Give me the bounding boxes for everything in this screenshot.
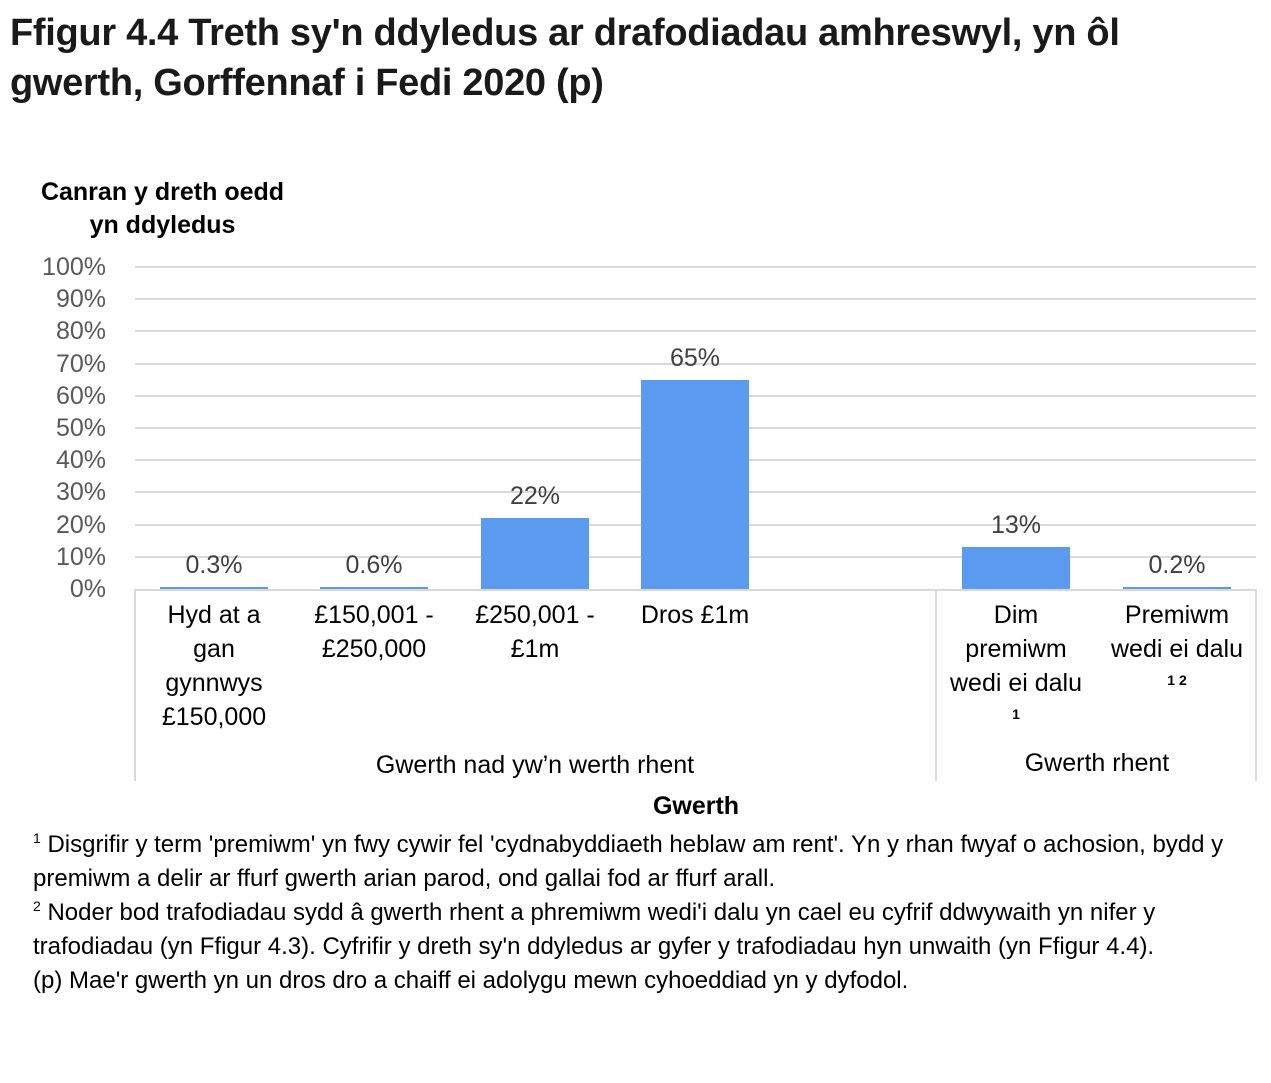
bar	[160, 587, 268, 589]
category-label-line: wedi ei dalu	[1110, 635, 1244, 663]
category-label: Premiwm wedi ei dalu 1 2	[1097, 598, 1257, 694]
category-label: £150,001 - £250,000	[294, 598, 454, 666]
data-label: 13%	[990, 511, 1042, 539]
category-label-line: Dim	[993, 601, 1039, 629]
bar	[320, 587, 428, 589]
y-tick-label: 50%	[55, 414, 106, 442]
gridline	[135, 363, 1256, 365]
y-tick-label: 20%	[55, 511, 106, 539]
category-label: Dros £1m	[615, 598, 775, 632]
data-label: 0.3%	[185, 551, 243, 579]
category-label-line: gan	[193, 635, 235, 663]
y-tick-label: 60%	[55, 382, 106, 410]
footnote-provisional: (p) Mae'r gwerth yn un dros dro a chaiff…	[33, 967, 909, 994]
bar	[962, 547, 1070, 589]
y-tick-label: 40%	[55, 446, 106, 474]
y-tick-label: 70%	[55, 350, 106, 378]
category-label: Hyd at a gan gynnwys £150,000	[134, 598, 294, 734]
data-label: 22%	[509, 482, 561, 510]
gridline	[135, 266, 1256, 268]
y-tick-label: 100%	[42, 253, 106, 281]
x-axis-line	[135, 589, 1256, 591]
x-axis-title: Gwerth	[652, 792, 740, 820]
category-label: Dim premiwm wedi ei dalu 1	[936, 598, 1096, 728]
footnote-reference: 1 2	[1167, 672, 1187, 688]
y-tick-label: 80%	[55, 317, 106, 345]
chart-title: Ffigur 4.4 Treth sy'n ddyledus ar drafod…	[10, 12, 1120, 104]
group-divider-middle	[935, 589, 937, 781]
y-tick-label: 0%	[69, 575, 106, 603]
category-label: £250,001 - £1m	[455, 598, 615, 666]
data-label: 0.2%	[1148, 551, 1206, 579]
footnote-reference: 1	[1012, 706, 1020, 722]
category-label-line: £150,001 -	[314, 601, 434, 629]
category-label-line: £150,000	[161, 703, 267, 731]
group-divider-right	[1255, 589, 1257, 781]
group-label-non-rent: Gwerth nad yw’n werth rhent	[375, 751, 695, 779]
footnote-1-text: Disgrifir y term 'premiwm' yn fwy cywir …	[33, 831, 1224, 892]
y-axis-title: Canran y dreth oedd yn ddyledus	[40, 178, 285, 239]
bar	[641, 380, 749, 589]
category-label-line: £250,001 -	[475, 601, 595, 629]
bar	[481, 518, 589, 589]
y-tick-label: 90%	[55, 285, 106, 313]
bar	[1123, 587, 1231, 589]
footnotes: 1 Disgrifir y term 'premiwm' yn fwy cywi…	[33, 828, 1253, 998]
data-label: 0.6%	[345, 551, 403, 579]
footnote-2: 2 Noder bod trafodiadau sydd â gwerth rh…	[33, 896, 1253, 964]
footnote-2-text: Noder bod trafodiadau sydd â gwerth rhen…	[33, 899, 1156, 960]
group-divider-left	[134, 589, 136, 781]
category-label-line: Dros £1m	[640, 601, 750, 629]
category-label-line: £250,000	[321, 635, 427, 663]
category-label-line: premiwm	[965, 635, 1067, 663]
category-label-line: gynnwys	[165, 669, 263, 697]
footnote-1: 1 Disgrifir y term 'premiwm' yn fwy cywi…	[33, 828, 1253, 896]
group-label-rent: Gwerth rhent	[1024, 749, 1170, 777]
footnote-2-marker: 2	[33, 898, 41, 914]
footnote-1-marker: 1	[33, 830, 41, 846]
gridline	[135, 298, 1256, 300]
y-tick-label: 10%	[55, 543, 106, 571]
gridline	[135, 330, 1256, 332]
category-label-line: wedi ei dalu	[949, 669, 1083, 697]
category-label-line: £1m	[510, 635, 560, 663]
category-label-line: Premiwm	[1124, 601, 1230, 629]
category-label-line: Hyd at a	[167, 601, 261, 629]
data-label: 65%	[669, 344, 721, 372]
y-tick-label: 30%	[55, 478, 106, 506]
